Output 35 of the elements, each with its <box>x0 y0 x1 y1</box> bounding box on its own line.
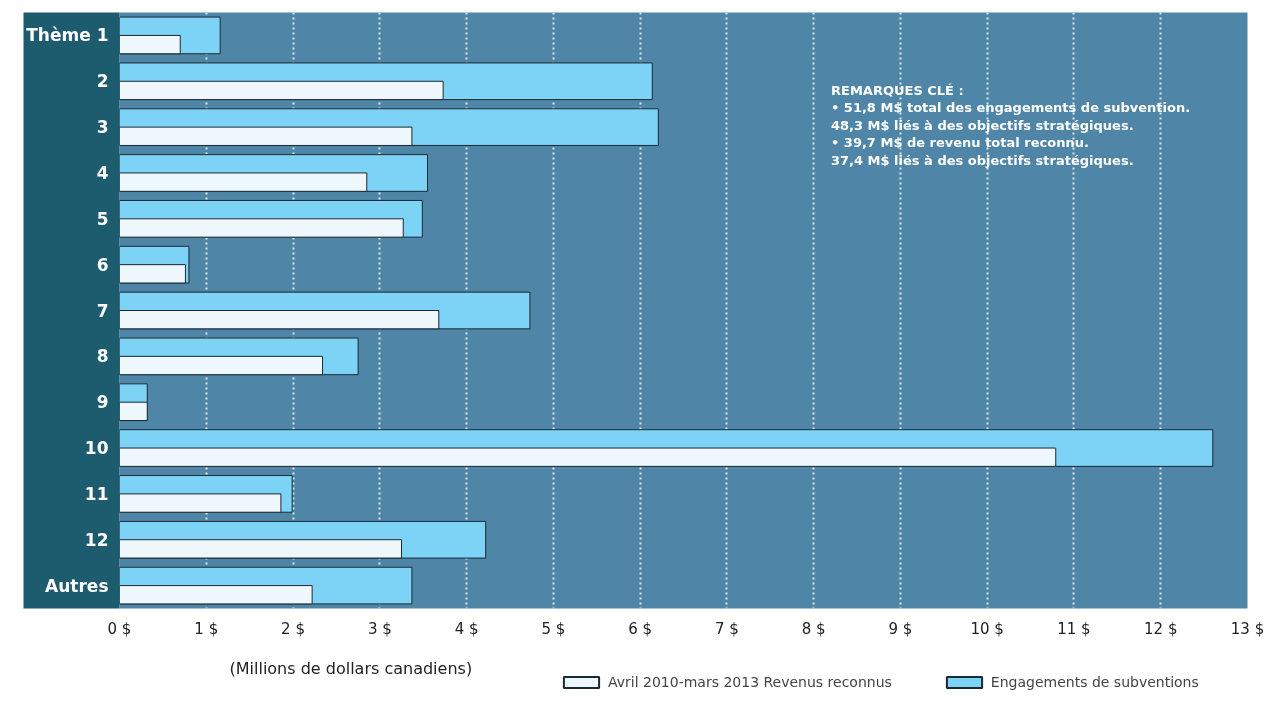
annotation: • 51,8 M$ total des engagements de subvention. <box>831 100 1191 116</box>
y-tick-label: Autres <box>45 575 109 596</box>
x-tick-label: 1 $ <box>194 619 219 638</box>
annotation: • 39,7 M$ de revenu total reconnu. <box>831 135 1089 151</box>
x-tick-label: 13 $ <box>1230 619 1265 638</box>
y-tick-label: 6 <box>96 254 109 275</box>
x-tick-label: 6 $ <box>628 619 653 638</box>
y-tick-label: 5 <box>96 208 109 229</box>
y-tick-label: 4 <box>96 162 109 183</box>
x-tick-label: 12 $ <box>1144 619 1178 638</box>
x-tick-label: 10 $ <box>970 619 1004 638</box>
y-tick-label: 2 <box>96 71 109 92</box>
legend-label: Engagements de subventions <box>990 674 1199 690</box>
x-tick-label: 7 $ <box>714 619 739 638</box>
x-tick-label: 4 $ <box>454 619 479 638</box>
y-tick-label: 7 <box>96 300 109 321</box>
y-tick-label: 12 <box>84 529 109 550</box>
x-tick-label: 8 $ <box>801 619 826 638</box>
y-tick-label: 3 <box>96 117 109 138</box>
x-tick-label: 5 $ <box>541 619 566 638</box>
annotation: 48,3 M$ liés à des objectifs stratégiques. <box>831 117 1134 133</box>
y-tick-label: 9 <box>96 392 109 413</box>
y-tick-label: Thème 1 <box>26 25 109 46</box>
y-tick-label: 10 <box>84 438 109 459</box>
x-tick-label: 0 $ <box>107 619 132 638</box>
x-tick-label: 3 $ <box>367 619 392 638</box>
x-tick-label: 2 $ <box>281 619 305 638</box>
x-tick-label: 11 $ <box>1057 619 1091 638</box>
annotation: REMARQUES CLÉ : <box>831 82 964 98</box>
x-axis-title: (Millions de dollars canadiens) <box>229 659 473 678</box>
legend-label: Avril 2010-mars 2013 Revenus reconnus <box>608 674 892 690</box>
x-tick-label: 9 $ <box>888 619 913 638</box>
y-tick-label: 11 <box>84 483 109 504</box>
y-tick-label: 8 <box>96 346 109 367</box>
annotation: 37,4 M$ liés à des objectifs stratégiques. <box>831 152 1134 168</box>
